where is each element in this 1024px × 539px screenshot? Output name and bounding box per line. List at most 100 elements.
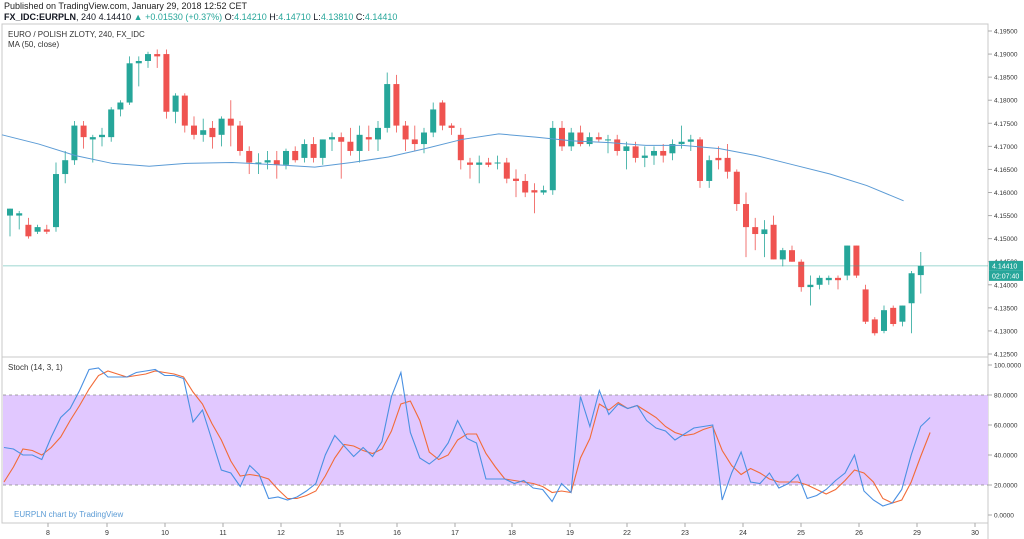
candle-body xyxy=(347,141,354,151)
time-tick-label: 18 xyxy=(508,530,516,537)
candle xyxy=(549,120,556,195)
candle-body xyxy=(7,208,13,216)
candle xyxy=(227,100,234,147)
time-tick-label: 12 xyxy=(277,530,285,537)
last-price-tag xyxy=(989,260,1023,271)
time-tick-label: 15 xyxy=(336,530,344,537)
price-tick-label: 4.17500 xyxy=(994,121,1018,128)
candle xyxy=(715,146,722,170)
candle-body xyxy=(761,229,768,235)
candle-body xyxy=(467,162,473,165)
candle-body xyxy=(908,273,915,304)
candle-body xyxy=(16,213,23,216)
candle xyxy=(807,275,814,306)
candle xyxy=(660,144,667,163)
candle xyxy=(89,134,96,163)
candle-body xyxy=(641,155,648,158)
candle xyxy=(761,220,768,258)
candle-body xyxy=(715,157,722,161)
price-tick-label: 4.18500 xyxy=(994,75,1018,82)
candle-body xyxy=(365,137,372,140)
candle xyxy=(890,305,897,327)
candle-body xyxy=(697,139,703,181)
candle-body xyxy=(614,139,621,151)
candle xyxy=(908,270,915,334)
price-tick-label: 4.13500 xyxy=(994,305,1018,312)
high-label: H: xyxy=(269,12,279,22)
stoch-tick-label: 0.0000 xyxy=(994,513,1014,520)
candle-body xyxy=(779,250,786,260)
candle xyxy=(181,93,188,133)
candle xyxy=(439,100,446,131)
candle-body xyxy=(816,277,823,285)
candle-body xyxy=(586,137,593,145)
candle xyxy=(531,183,538,214)
price-tick-label: 4.19000 xyxy=(994,52,1018,59)
candle xyxy=(651,146,657,165)
candle-body xyxy=(439,102,446,126)
candle xyxy=(862,284,869,325)
candle xyxy=(457,127,464,170)
price-tick-label: 4.14000 xyxy=(994,282,1018,289)
time-tick-label: 23 xyxy=(681,530,689,537)
time-axis: 8 9 10 11 12 15 16 17 18 19 22 23 24 25 26 29 30 xyxy=(46,523,979,537)
candle-body xyxy=(319,139,326,158)
candle xyxy=(632,141,639,163)
candle xyxy=(402,120,409,151)
candle xyxy=(338,132,345,179)
candle xyxy=(853,245,860,278)
candle xyxy=(393,74,400,133)
candle xyxy=(283,148,289,170)
candle xyxy=(743,192,749,258)
candle xyxy=(881,305,887,334)
candle xyxy=(145,51,151,68)
candle-body xyxy=(513,178,519,181)
candle xyxy=(71,120,78,165)
stoch-tick-label: 80.0000 xyxy=(994,393,1018,400)
change-value: +0.01530 (+0.37%) xyxy=(145,12,223,22)
interval-label: 240 xyxy=(81,12,97,22)
candle xyxy=(135,56,142,87)
candle xyxy=(494,155,501,170)
candle-body xyxy=(595,137,602,140)
candle-body xyxy=(25,224,32,237)
candle-body xyxy=(457,134,464,161)
stoch-tick-label: 60.0000 xyxy=(994,423,1018,430)
candle-body xyxy=(448,125,455,128)
candle-body xyxy=(871,319,878,334)
time-tick-label: 25 xyxy=(797,530,805,537)
price-tick-label: 4.19500 xyxy=(994,29,1018,36)
candle-body xyxy=(181,95,188,126)
candle xyxy=(384,72,391,133)
price-tick-label: 4.16500 xyxy=(994,167,1018,174)
candle-body xyxy=(145,54,151,61)
stoch-band xyxy=(3,395,988,485)
candle-body xyxy=(411,139,418,145)
time-tick-label: 29 xyxy=(913,530,921,537)
time-tick-label: 26 xyxy=(855,530,863,537)
candle-body xyxy=(917,265,924,276)
candle xyxy=(789,245,795,262)
high-value: 4.14710 xyxy=(278,12,311,22)
candle xyxy=(770,215,777,260)
candle xyxy=(347,127,354,156)
candle-body xyxy=(559,127,565,147)
candle xyxy=(237,120,243,156)
candle-body xyxy=(384,84,391,128)
low-value: 4.13810 xyxy=(320,12,354,22)
candle-body xyxy=(687,139,694,142)
candle xyxy=(329,132,335,151)
candle-body xyxy=(172,95,179,112)
candle xyxy=(117,100,124,117)
candle-body xyxy=(338,137,345,142)
candle-body xyxy=(191,125,197,135)
countdown-tag-label: 02:07:40 xyxy=(992,273,1019,280)
candle xyxy=(191,116,197,140)
candle xyxy=(99,127,105,147)
time-tick-label: 9 xyxy=(105,530,109,537)
candle xyxy=(825,275,832,285)
time-tick-label: 10 xyxy=(161,530,169,537)
candle xyxy=(485,157,492,168)
candle-body xyxy=(356,134,363,151)
